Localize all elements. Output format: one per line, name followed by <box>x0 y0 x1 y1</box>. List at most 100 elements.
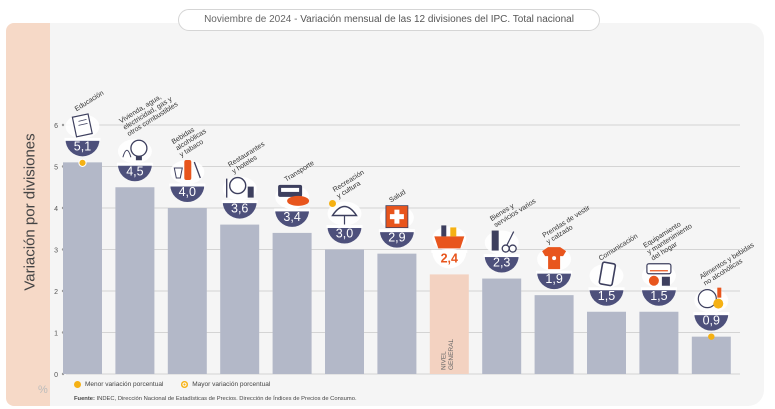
y-tick-label: 1 <box>54 331 58 338</box>
air-conditioner-icon <box>641 263 676 288</box>
y-tick-label: 4 <box>54 206 58 213</box>
badge-rim <box>483 254 520 258</box>
data-label: 2,9 <box>388 231 405 245</box>
category-label: Comunicación <box>598 233 639 262</box>
ylabel-sidebar <box>6 23 50 406</box>
category-label: Alimentos y bebidasno alcohólicas <box>699 242 760 288</box>
value-badge <box>694 313 729 331</box>
data-label: 1,5 <box>650 289 667 303</box>
bar <box>272 232 312 374</box>
data-label: 3,0 <box>336 227 353 241</box>
bus-car-icon <box>275 184 310 209</box>
category-label: Bienes yservicios varios <box>489 191 538 229</box>
medical-cross-icon <box>379 205 414 230</box>
food-groceries-icon <box>694 287 729 313</box>
data-label: 0,9 <box>703 314 720 328</box>
value-badge <box>641 288 676 306</box>
smartphone-icon <box>589 261 624 288</box>
shopping-basket-icon <box>432 225 467 251</box>
badge-rim <box>169 183 206 187</box>
legend: Menor variación porcentual Mayor variaci… <box>74 381 286 390</box>
category-label: Bebidasalcohólicasy tabaco <box>171 121 212 158</box>
category-label: Restaurantesy hoteles <box>227 141 270 176</box>
bar <box>220 224 260 374</box>
notebook-icon <box>65 113 100 139</box>
badge-rim <box>588 287 625 291</box>
max-marker <box>78 158 87 167</box>
value-badge <box>327 226 362 244</box>
title-date: Noviembre de 2024 <box>204 14 292 25</box>
badge-rim <box>536 270 573 274</box>
y-tick-label: 5 <box>54 165 58 172</box>
legend-max-label: Mayor variación porcentual <box>192 381 271 388</box>
data-label: 3,6 <box>231 202 248 216</box>
source-label: Fuente: <box>74 396 95 402</box>
value-badge <box>222 201 257 219</box>
data-label: 3,4 <box>283 210 300 224</box>
cutlery-icon <box>222 176 257 201</box>
data-label: 1,5 <box>598 289 615 303</box>
value-badge <box>379 230 414 248</box>
badge-rim <box>378 229 415 233</box>
bar <box>167 208 207 374</box>
bar <box>115 187 155 374</box>
chart-title: Variación mensual de las 12 divisiones d… <box>300 14 574 25</box>
nivel-general-label: NIVELGENERAL <box>440 339 455 370</box>
bar <box>639 311 679 374</box>
value-badge <box>432 251 467 269</box>
badge-rim <box>431 249 468 253</box>
min-marker-icon <box>74 381 81 388</box>
comb-scissors-icon <box>484 230 519 255</box>
value-badge <box>537 272 572 290</box>
lightbulb-icon <box>117 139 152 164</box>
badge-rim <box>274 208 311 212</box>
badge-rim <box>640 287 677 291</box>
data-label: 4,0 <box>179 185 196 199</box>
bar <box>587 311 626 374</box>
data-label: 5,1 <box>74 139 91 153</box>
legend-item-min: Menor variación porcentual <box>74 381 163 388</box>
badge-rim <box>221 200 258 204</box>
bar <box>377 253 417 374</box>
data-label: 2,3 <box>493 256 510 270</box>
badge-rim <box>116 162 153 166</box>
y-unit-label: % <box>38 384 48 396</box>
min-marker <box>708 333 715 340</box>
source-text: INDEC, Dirección Nacional de Estadística… <box>96 396 357 402</box>
legend-item-max: Mayor variación porcentual <box>181 381 270 388</box>
value-badge <box>117 164 152 182</box>
value-badge <box>484 255 519 273</box>
bar <box>63 162 102 374</box>
y-tick-label: 3 <box>54 248 58 255</box>
category-label: Transporte <box>283 160 315 184</box>
value-badge <box>65 139 100 157</box>
y-tick-label: 2 <box>54 289 58 296</box>
value-badge <box>275 209 310 227</box>
category-label: Vivienda, agua,electricidad, gas yotros … <box>118 88 180 138</box>
y-tick-label: 6 <box>54 123 58 130</box>
bar <box>325 249 364 374</box>
bar <box>429 274 469 374</box>
max-marker-icon <box>181 381 189 388</box>
tshirt-icon <box>537 247 572 272</box>
chart-title-pill: Noviembre de 2024 - Variación mensual de… <box>178 9 600 31</box>
legend-min-label: Menor variación porcentual <box>85 381 164 388</box>
bar <box>691 336 731 374</box>
bar <box>482 278 522 374</box>
badge-rim <box>326 225 363 228</box>
category-label: Equipamientoy mantenimientodel hogar <box>642 217 697 263</box>
badge-rim <box>693 312 730 316</box>
umbrella-sun-icon <box>327 200 362 226</box>
data-label: 4,5 <box>126 164 143 178</box>
tick-dot <box>61 123 65 127</box>
badge-rim <box>64 137 101 141</box>
bottle-glass-icon <box>170 160 205 184</box>
category-label: Prendas de vestiry calzado <box>541 204 595 246</box>
source-note: Fuente: INDEC, Dirección Nacional de Est… <box>74 396 357 402</box>
data-label: 1,9 <box>545 272 562 286</box>
value-badge <box>170 185 205 202</box>
bar <box>534 295 574 374</box>
value-badge <box>589 288 624 306</box>
